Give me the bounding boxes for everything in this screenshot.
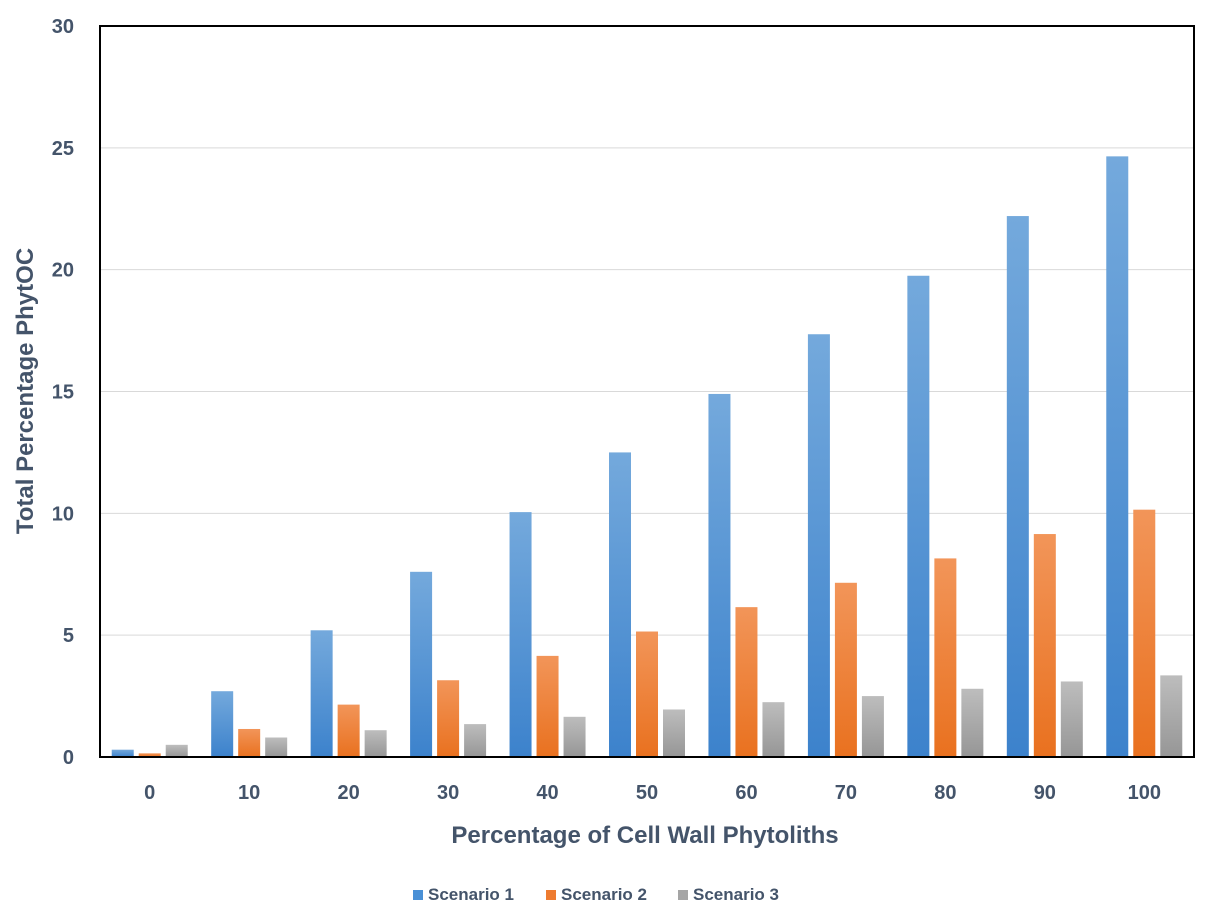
x-tick-label: 60 (735, 782, 757, 804)
bar-scenario-3-60 (762, 702, 785, 757)
legend-label-scenario-3: Scenario 3 (693, 885, 779, 904)
bar-scenario-3-30 (464, 724, 487, 757)
legend-swatch-scenario-1 (413, 890, 423, 900)
plot-frame (99, 25, 1195, 758)
bar-scenario-2-100 (1133, 509, 1156, 757)
x-tick-label: 90 (1034, 782, 1056, 804)
x-tick-label: 100 (1128, 782, 1161, 804)
bar-scenario-1-60 (708, 393, 731, 757)
bar-scenario-2-80 (934, 558, 957, 757)
y-tick-label: 25 (52, 138, 74, 160)
bar-scenario-2-20 (337, 704, 360, 757)
legend-label-scenario-2: Scenario 2 (561, 885, 647, 904)
legend-swatch-scenario-3 (678, 890, 688, 900)
bar-scenario-2-60 (735, 607, 758, 757)
legend: Scenario 1 Scenario 2 Scenario 3 (413, 885, 779, 904)
bar-scenario-3-40 (563, 716, 586, 757)
x-tick-label: 80 (934, 782, 956, 804)
x-tick-label: 30 (437, 782, 459, 804)
y-tick-label: 10 (52, 503, 74, 525)
bar-scenario-2-90 (1033, 534, 1056, 757)
x-tick-label: 40 (536, 782, 558, 804)
bar-scenario-1-50 (609, 452, 631, 757)
bar-scenario-3-90 (1060, 681, 1083, 757)
y-tick-label: 5 (63, 625, 74, 647)
bar-scenario-1-0 (111, 749, 134, 757)
y-tick-label: 30 (52, 16, 74, 38)
legend-label-scenario-1: Scenario 1 (428, 885, 514, 904)
bar-scenario-1-10 (211, 691, 234, 757)
bar-scenario-1-90 (1006, 216, 1029, 757)
bar-scenario-3-10 (265, 737, 288, 757)
bar-scenario-1-30 (410, 571, 433, 757)
bar-scenario-2-30 (437, 680, 460, 757)
bar-scenario-2-0 (138, 753, 161, 757)
x-tick-label: 50 (636, 782, 658, 804)
legend-swatch-scenario-2 (546, 890, 556, 900)
x-tick-label: 70 (835, 782, 857, 804)
bar-scenario-1-80 (907, 275, 930, 757)
gridlines (100, 147, 1194, 636)
bar-scenario-1-70 (807, 334, 830, 757)
bars (111, 156, 1183, 757)
x-tick-label: 0 (144, 782, 155, 804)
y-axis-title: Total Percentage PhytOC (12, 248, 39, 534)
bar-scenario-2-50 (636, 631, 658, 757)
y-tick-label: 20 (52, 260, 74, 282)
bar-scenario-3-80 (961, 688, 984, 757)
bar-scenario-3-20 (364, 730, 387, 757)
bar-scenario-3-50 (663, 709, 685, 757)
bar-scenario-3-0 (165, 744, 188, 757)
bar-scenario-1-20 (310, 630, 333, 757)
bar-scenario-2-40 (536, 655, 559, 757)
y-tick-label: 15 (52, 382, 74, 404)
bar-scenario-2-10 (238, 728, 261, 757)
x-tick-label: 20 (338, 782, 360, 804)
bar-scenario-3-70 (861, 696, 884, 757)
y-axis-ticks: 0 5 10 15 20 25 30 (52, 16, 74, 769)
x-axis-ticks: 0 10 20 30 40 50 60 70 80 90 100 (144, 782, 1161, 804)
x-tick-label: 10 (238, 782, 260, 804)
bar-scenario-1-100 (1106, 156, 1129, 757)
bar-scenario-3-100 (1160, 675, 1183, 757)
bar-scenario-1-40 (509, 512, 532, 757)
y-tick-label: 0 (63, 747, 74, 769)
x-axis-title: Percentage of Cell Wall Phytoliths (451, 822, 838, 849)
bar-scenario-2-70 (834, 582, 857, 757)
